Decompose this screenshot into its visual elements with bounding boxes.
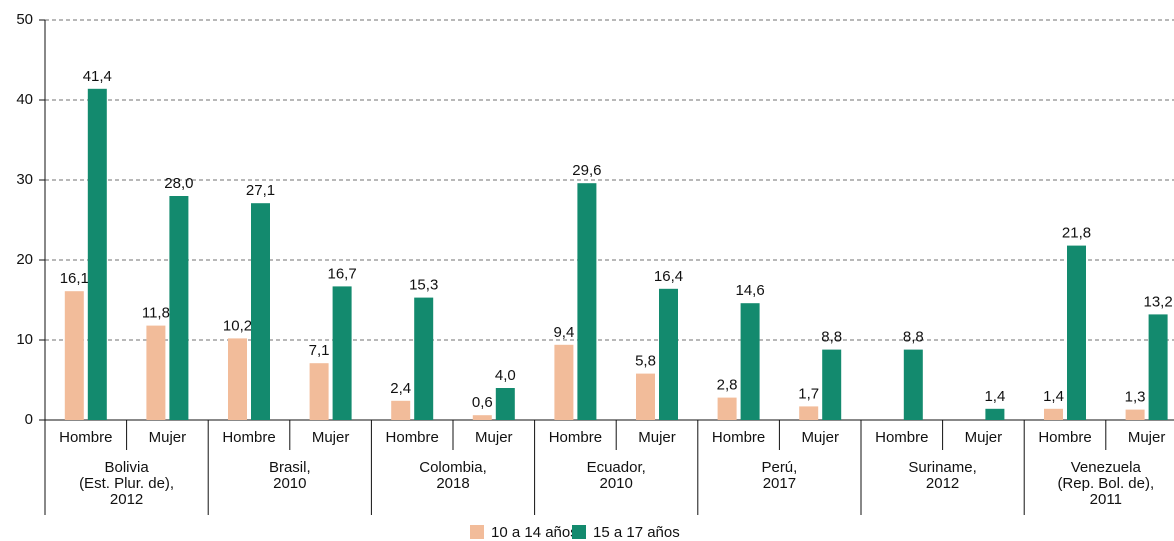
bar xyxy=(1125,409,1145,420)
value-label: 16,1 xyxy=(60,270,89,287)
bar xyxy=(414,297,434,420)
x-tick-label: Hombre xyxy=(222,429,275,446)
value-label: 7,1 xyxy=(309,342,330,359)
bar xyxy=(1148,314,1168,420)
bar xyxy=(985,408,1005,420)
value-label: 1,4 xyxy=(984,388,1005,405)
value-label: 28,0 xyxy=(164,175,193,192)
value-label: 41,4 xyxy=(83,68,112,85)
bar xyxy=(391,400,411,420)
bar xyxy=(1067,245,1086,420)
bar xyxy=(822,349,842,420)
bar xyxy=(332,286,352,420)
bar xyxy=(495,388,515,420)
bar xyxy=(309,363,329,420)
bar xyxy=(577,183,597,420)
x-tick-label: Hombre xyxy=(549,429,602,446)
bar xyxy=(228,338,247,420)
y-tick-label: 50 xyxy=(16,11,33,28)
value-label: 8,8 xyxy=(903,329,924,346)
value-label: 11,8 xyxy=(142,305,170,322)
value-label: 21,8 xyxy=(1062,225,1091,242)
x-tick-label: Mujer xyxy=(475,429,513,446)
bar xyxy=(146,325,166,420)
legend-swatch xyxy=(572,525,586,539)
value-label: 27,1 xyxy=(246,182,275,199)
y-tick-label: 10 xyxy=(16,331,33,348)
legend-swatch xyxy=(470,525,484,539)
bar xyxy=(1044,408,1063,420)
group-label: Brasil, 2010 xyxy=(269,459,311,492)
value-label: 2,4 xyxy=(390,380,411,397)
x-tick-label: Mujer xyxy=(801,429,839,446)
value-label: 8,8 xyxy=(821,329,842,346)
bar xyxy=(251,203,270,420)
y-tick-label: 40 xyxy=(16,91,33,108)
value-label: 5,8 xyxy=(635,353,656,370)
y-tick-label: 0 xyxy=(25,411,33,428)
bar xyxy=(659,288,678,420)
value-label: 2,8 xyxy=(717,377,738,394)
value-label: 14,6 xyxy=(735,282,764,299)
x-tick-label: Hombre xyxy=(1038,429,1091,446)
value-label: 16,7 xyxy=(327,265,356,282)
group-label: Colombia, 2018 xyxy=(419,459,487,492)
group-label: Ecuador, 2010 xyxy=(587,459,646,492)
bar xyxy=(903,349,923,420)
value-label: 1,3 xyxy=(1125,389,1146,406)
bar xyxy=(169,196,189,420)
value-label: 15,3 xyxy=(409,277,438,294)
bar xyxy=(636,373,655,420)
bar xyxy=(472,415,492,420)
x-tick-label: Mujer xyxy=(312,429,350,446)
value-label: 29,6 xyxy=(572,162,601,179)
x-tick-label: Mujer xyxy=(965,429,1003,446)
x-tick-label: Mujer xyxy=(638,429,676,446)
bar xyxy=(554,344,574,420)
y-tick-label: 20 xyxy=(16,251,33,268)
value-label: 4,0 xyxy=(495,367,516,384)
bar xyxy=(799,406,819,420)
bar xyxy=(740,303,760,420)
x-tick-label: Hombre xyxy=(386,429,439,446)
x-tick-label: Hombre xyxy=(875,429,928,446)
legend-label: 15 a 17 años xyxy=(593,524,680,541)
value-label: 1,4 xyxy=(1043,388,1064,405)
y-tick-label: 30 xyxy=(16,171,33,188)
value-label: 9,4 xyxy=(553,324,574,341)
bar xyxy=(717,397,737,420)
x-tick-label: Mujer xyxy=(1128,429,1166,446)
bar xyxy=(64,291,84,420)
group-label: Suriname, 2012 xyxy=(908,459,976,492)
value-label: 10,2 xyxy=(223,317,252,334)
value-label: 1,7 xyxy=(798,385,819,402)
x-tick-label: Hombre xyxy=(712,429,765,446)
group-label: Perú, 2017 xyxy=(761,459,797,492)
legend-label: 10 a 14 años xyxy=(491,524,578,541)
x-tick-label: Mujer xyxy=(149,429,187,446)
group-label: Venezuela (Rep. Bol. de), 2011 xyxy=(1057,459,1154,508)
group-label: Bolivia (Est. Plur. de), 2012 xyxy=(79,459,174,508)
value-label: 13,2 xyxy=(1143,293,1172,310)
value-label: 0,6 xyxy=(472,394,493,411)
x-tick-label: Hombre xyxy=(59,429,112,446)
value-label: 16,4 xyxy=(654,268,683,285)
bar xyxy=(87,88,107,421)
